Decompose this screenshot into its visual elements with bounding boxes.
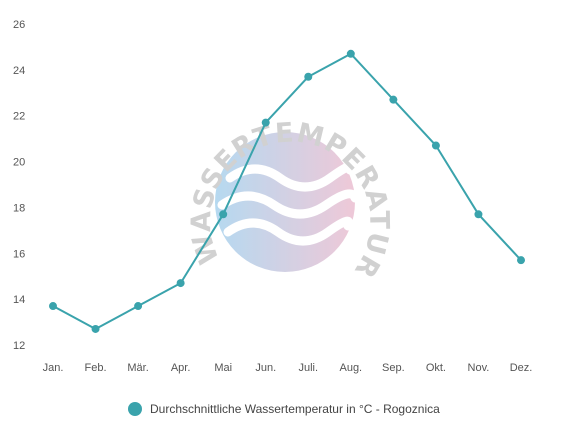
- y-tick-label: 26: [13, 19, 25, 31]
- x-tick-label: Mär.: [127, 362, 148, 374]
- data-point[interactable]: [346, 49, 355, 58]
- data-point[interactable]: [49, 302, 57, 311]
- x-tick-label: Juli.: [298, 362, 318, 374]
- data-point[interactable]: [219, 210, 228, 219]
- data-point[interactable]: [431, 141, 440, 150]
- x-tick-label: Feb.: [85, 362, 107, 374]
- x-tick-label: Jun.: [255, 362, 276, 374]
- data-point[interactable]: [474, 210, 483, 219]
- watermark-wave-1: [225, 162, 356, 192]
- x-tick-label: Nov.: [468, 362, 490, 374]
- data-point[interactable]: [91, 324, 100, 333]
- x-tick-label: Dez.: [510, 362, 533, 374]
- y-tick-label: 24: [13, 65, 25, 77]
- y-tick-label: 12: [13, 340, 25, 352]
- legend-label: Durchschnittliche Wassertemperatur in °C…: [150, 402, 440, 416]
- x-tick-label: Mai: [214, 362, 232, 374]
- y-axis: 12 14 16 18 20 22 24 26: [13, 19, 25, 352]
- data-point[interactable]: [134, 302, 143, 311]
- series-layer: [49, 49, 525, 333]
- data-point[interactable]: [176, 279, 185, 288]
- y-tick-label: 20: [13, 157, 25, 169]
- y-tick-label: 18: [13, 202, 25, 214]
- y-tick-label: 16: [13, 248, 25, 260]
- data-point[interactable]: [261, 118, 270, 127]
- watermark-wave-2: [217, 189, 360, 219]
- watermark-logo: WASSERTEMPERATUR.ORG: [0, 0, 393, 284]
- legend-swatch-icon: [128, 402, 142, 416]
- data-point[interactable]: [517, 256, 525, 265]
- x-tick-label: Apr.: [171, 362, 191, 374]
- data-point[interactable]: [389, 95, 398, 104]
- x-tick-label: Jan.: [43, 362, 64, 374]
- x-tick-label: Okt.: [426, 362, 446, 374]
- series-line: [52, 52, 522, 330]
- y-tick-label: 22: [13, 111, 25, 123]
- x-tick-label: Aug.: [339, 362, 362, 374]
- y-tick-label: 14: [13, 294, 25, 306]
- x-axis: Jan. Feb. Mär. Apr. Mai Jun. Juli. Aug. Sep. Okt.…: [43, 362, 533, 374]
- data-point[interactable]: [304, 72, 313, 81]
- x-tick-label: Sep.: [382, 362, 405, 374]
- legend: Durchschnittliche Wassertemperatur in °C…: [128, 402, 440, 416]
- watermark-wave-3: [223, 216, 354, 246]
